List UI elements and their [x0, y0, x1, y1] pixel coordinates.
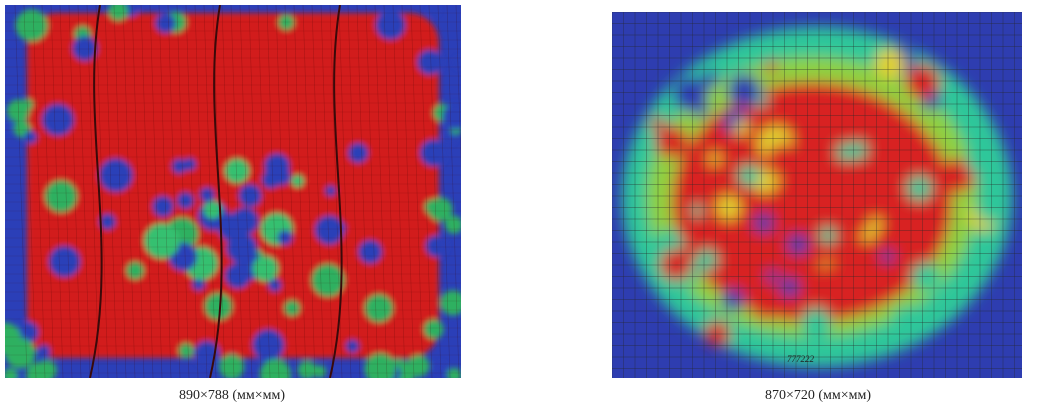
shape — [429, 5, 440, 15]
shape — [239, 184, 262, 207]
shape — [155, 13, 175, 33]
shape — [751, 290, 781, 320]
shape — [424, 319, 444, 339]
caption: 870×720 (мм×мм) — [668, 388, 968, 404]
node-label: 777222 — [787, 354, 815, 364]
shape — [754, 213, 773, 232]
shape — [765, 61, 777, 73]
shape — [975, 194, 1003, 222]
shape — [218, 213, 247, 242]
shape — [800, 99, 829, 128]
shape — [100, 214, 116, 230]
contour-map-left — [5, 5, 461, 378]
shape — [914, 142, 941, 169]
shape — [819, 227, 836, 244]
shape — [738, 165, 760, 187]
shape — [376, 10, 406, 40]
shape — [205, 293, 232, 320]
shape — [728, 74, 760, 106]
shape — [428, 197, 452, 221]
shape — [200, 187, 215, 202]
contour-field — [622, 27, 1012, 367]
shape — [45, 180, 77, 212]
shape — [875, 49, 905, 79]
shape — [709, 153, 722, 166]
shape — [788, 234, 809, 255]
contour-map-right: 777222 — [612, 12, 1022, 378]
shape — [780, 278, 799, 297]
shape — [681, 222, 708, 249]
shape — [656, 126, 688, 158]
shape — [42, 104, 74, 136]
shape — [284, 300, 300, 316]
shape — [417, 50, 442, 75]
shape — [705, 321, 730, 346]
shape — [348, 143, 368, 163]
shape — [179, 343, 194, 358]
shape — [152, 196, 173, 217]
shape — [651, 117, 664, 130]
shape — [358, 240, 382, 264]
page: 777222 890×788 (мм×мм) 870×720 (мм×мм) (… — [0, 0, 1043, 409]
shape — [252, 256, 278, 282]
caption: 890×788 (мм×мм) — [82, 388, 382, 404]
shape — [365, 294, 393, 322]
shape — [702, 71, 718, 87]
shape — [848, 105, 865, 122]
shape — [172, 159, 187, 174]
shape — [37, 345, 50, 358]
shape — [881, 250, 894, 263]
shape — [126, 262, 144, 280]
shape — [24, 131, 37, 144]
shape — [444, 132, 456, 144]
shape — [49, 246, 80, 277]
shape — [801, 308, 831, 338]
shape — [696, 249, 718, 271]
shape — [144, 223, 180, 259]
shape — [314, 365, 327, 378]
shape — [907, 176, 932, 201]
shape — [278, 230, 293, 245]
shape — [734, 120, 749, 135]
shape — [291, 175, 304, 188]
shape — [177, 192, 194, 209]
shape — [694, 103, 708, 117]
